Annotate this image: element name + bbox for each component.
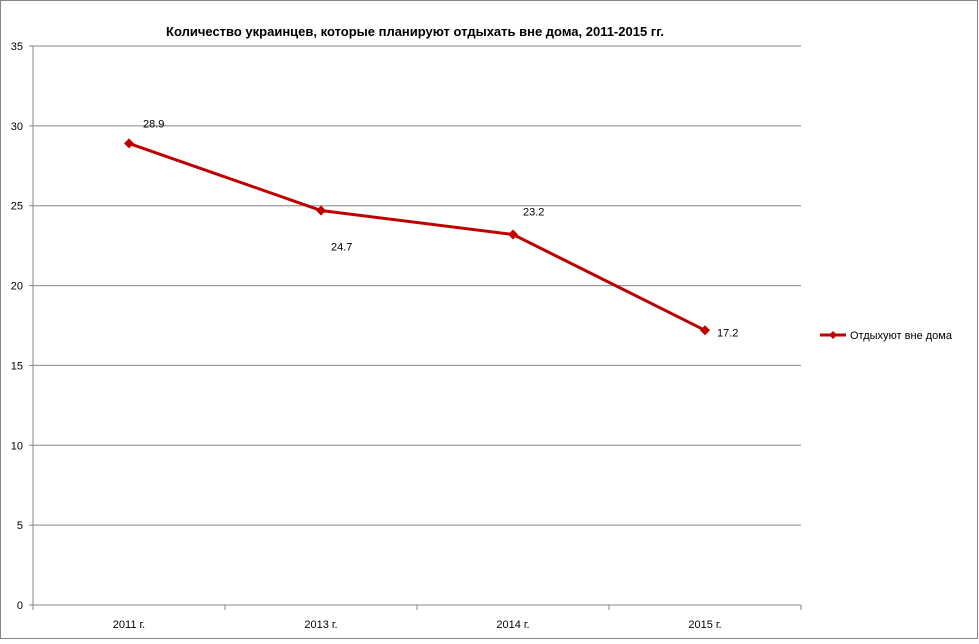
y-tick-label: 10 <box>11 440 23 452</box>
y-tick-label: 25 <box>11 201 23 213</box>
y-tick-label: 30 <box>11 121 23 133</box>
data-point <box>124 138 134 149</box>
series: 28.9 24.7 23.2 17.2 <box>124 118 738 339</box>
legend-label[interactable]: Отдыхуют вне дома <box>850 330 953 342</box>
data-point <box>508 229 518 240</box>
x-tick-label: 2014 г. <box>496 619 529 631</box>
data-label: 24.7 <box>331 242 352 254</box>
data-label: 23.2 <box>523 206 544 218</box>
x-tick-label: 2015 г. <box>688 619 721 631</box>
data-point <box>316 205 326 216</box>
y-tick-label: 20 <box>11 281 23 293</box>
y-tick-label: 15 <box>11 360 23 372</box>
y-tick-label: 35 <box>11 41 23 53</box>
legend: Отдыхуют вне дома <box>820 330 953 342</box>
gridlines <box>33 45 801 526</box>
x-tick-label: 2013 г. <box>304 619 337 631</box>
chart-title: Количество украинцев, которые планируют … <box>166 24 664 39</box>
data-point <box>700 325 710 336</box>
legend-marker <box>829 331 837 339</box>
data-label: 28.9 <box>143 118 164 130</box>
series-line <box>128 142 706 332</box>
axes: 0 5 10 15 20 25 30 35 2011 г. 2013 г. 2014 г. 2015 … <box>11 41 802 631</box>
y-tick-label: 5 <box>17 520 23 532</box>
data-label: 17.2 <box>717 327 738 339</box>
x-tick-label: 2011 г. <box>113 619 145 631</box>
y-tick-label: 0 <box>17 600 23 612</box>
